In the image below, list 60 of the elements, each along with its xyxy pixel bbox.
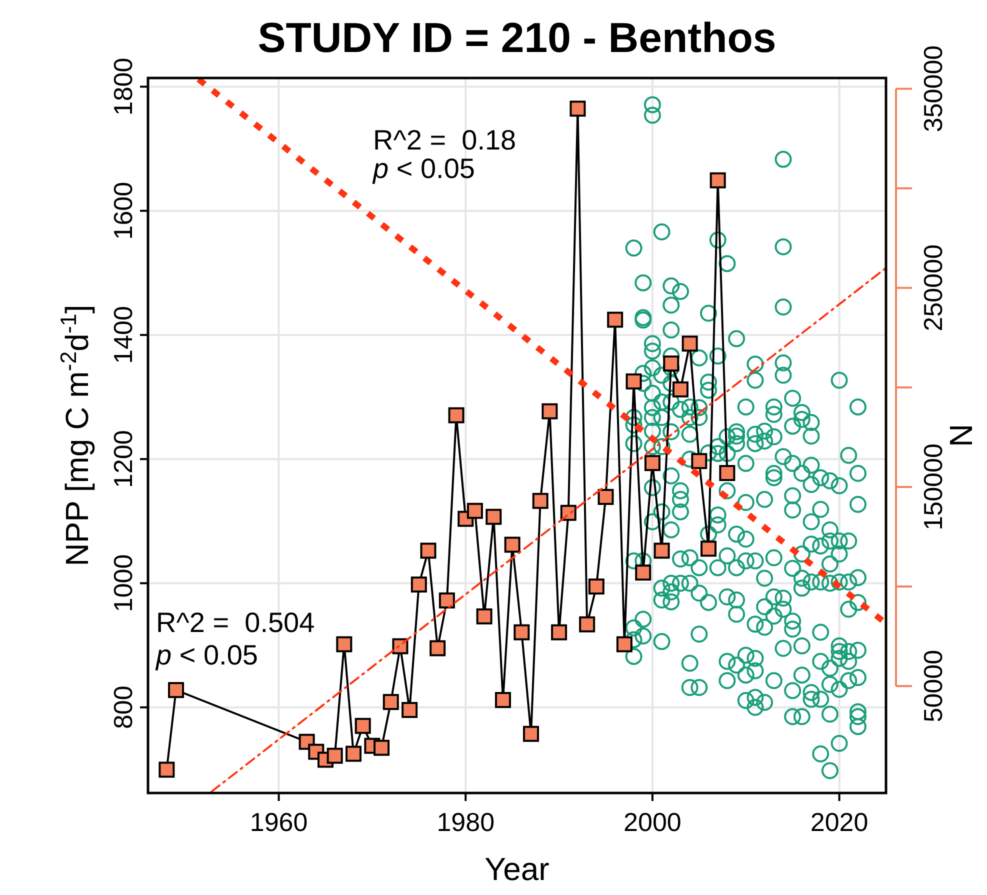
chart-title: STUDY ID = 210 - Benthos (258, 14, 776, 61)
point (663, 356, 680, 372)
point (588, 578, 604, 595)
point (410, 576, 427, 593)
x-tick-label: 1960 (250, 807, 308, 837)
point (448, 407, 464, 424)
point (486, 508, 502, 525)
point (532, 492, 548, 509)
point (672, 381, 688, 398)
point (682, 336, 698, 352)
y-tick-label: 1800 (108, 58, 138, 116)
point (326, 748, 343, 764)
y-tick-label: 1400 (108, 306, 138, 364)
point (354, 718, 371, 734)
point (719, 465, 736, 482)
point (336, 636, 352, 652)
point (598, 488, 614, 505)
x-tick-label: 2020 (810, 807, 868, 837)
point (504, 536, 520, 553)
y-tick-label: 1200 (108, 430, 138, 488)
point (374, 740, 390, 756)
point (430, 640, 446, 656)
point (402, 702, 418, 718)
point (542, 403, 558, 420)
point (168, 682, 184, 698)
point (616, 636, 632, 652)
y2-tick-label: 50000 (918, 650, 948, 722)
point (654, 542, 670, 559)
y-tick-label: 800 (108, 686, 138, 730)
point (551, 624, 568, 640)
annotation: R^2 = 0.504 (156, 607, 315, 638)
point (579, 616, 596, 632)
point (644, 455, 660, 472)
x-axis-title: Year (484, 851, 550, 887)
point (438, 592, 455, 608)
y-tick-label: 1000 (108, 554, 138, 612)
point (635, 564, 652, 581)
point (382, 694, 399, 710)
x-tick-label: 2000 (624, 807, 682, 837)
annotation: p < 0.05 (155, 639, 258, 670)
y-tick-label: 1600 (108, 182, 138, 240)
point (700, 540, 717, 557)
point (476, 608, 492, 624)
annotation: p < 0.05 (372, 153, 475, 184)
y2-tick-label: 250000 (918, 244, 948, 332)
point (710, 172, 726, 188)
point (514, 624, 530, 640)
annotation: R^2 = 0.18 (373, 124, 516, 156)
y2-tick-label: 350000 (918, 45, 948, 132)
point (420, 542, 436, 559)
point (346, 746, 362, 762)
x-tick-label: 1980 (436, 807, 495, 837)
point (607, 312, 624, 328)
point (494, 692, 511, 708)
point (158, 762, 175, 778)
point (626, 373, 642, 390)
point (691, 453, 708, 470)
point (466, 502, 483, 519)
point (523, 726, 540, 742)
point (570, 100, 586, 117)
